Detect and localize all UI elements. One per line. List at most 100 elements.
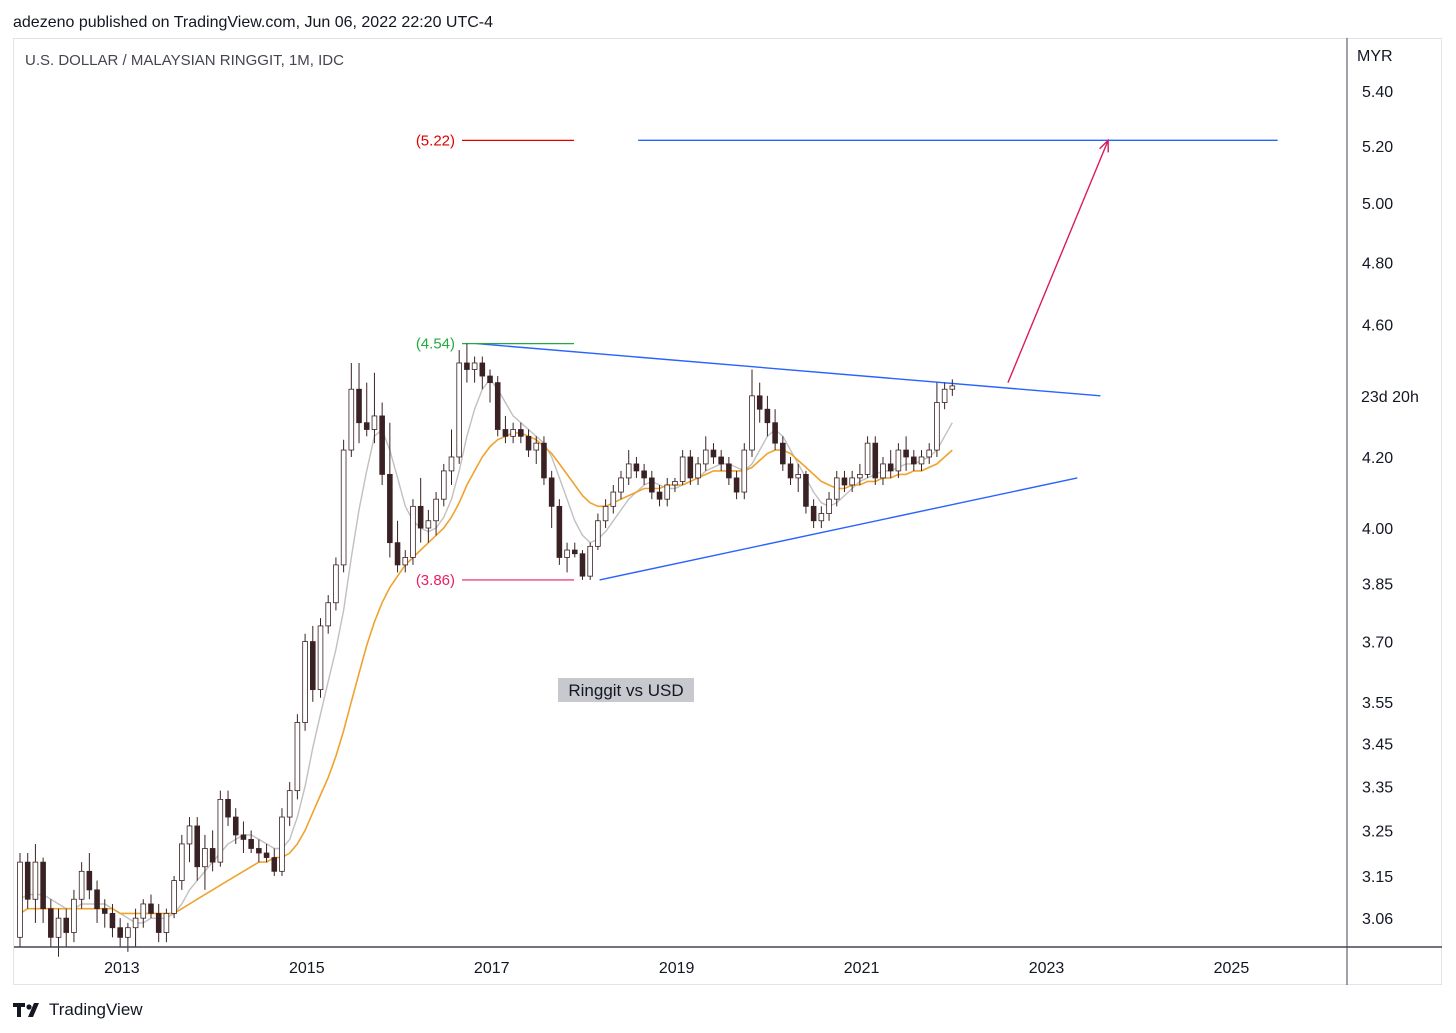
y-tick-label: 3.25: [1362, 823, 1393, 840]
candle-body: [556, 505, 563, 558]
candle-body: [733, 477, 740, 493]
candle-body: [502, 429, 509, 437]
candle-body: [625, 463, 632, 479]
candle-body: [410, 505, 416, 558]
candle-body: [448, 456, 455, 472]
candle: [171, 875, 177, 919]
moving-averages: [19, 378, 953, 924]
candle: [602, 499, 609, 529]
x-tick-label: 2021: [844, 960, 880, 977]
candle: [317, 618, 324, 698]
candle-body: [456, 362, 462, 458]
candle-body: [155, 913, 162, 933]
candle-body: [225, 798, 231, 818]
candle-body: [55, 917, 62, 938]
candle-body: [71, 898, 77, 933]
candle-body: [895, 449, 902, 472]
candle: [764, 395, 771, 437]
candle-body: [440, 470, 447, 500]
candle-body: [833, 477, 840, 500]
candle: [841, 470, 848, 493]
candle: [849, 470, 855, 493]
candle: [918, 450, 925, 471]
candle: [17, 853, 23, 947]
candle: [333, 557, 339, 611]
candle: [78, 862, 85, 909]
candle-body: [864, 442, 871, 475]
candle: [772, 409, 778, 451]
candle: [140, 899, 147, 928]
candle: [479, 356, 486, 390]
candle: [256, 839, 262, 863]
candle-body: [949, 385, 956, 390]
candle-body: [780, 442, 786, 465]
currency-label: MYR: [1357, 48, 1393, 65]
candle: [471, 356, 478, 383]
level-high-label: (4.54): [416, 336, 455, 353]
candle-body: [664, 484, 671, 500]
candle-body: [179, 843, 185, 881]
ma-fast-line: [19, 378, 953, 924]
candle: [618, 470, 624, 500]
candle: [117, 918, 123, 947]
candle-body: [941, 388, 948, 403]
candle-body: [810, 505, 817, 522]
candle-body: [356, 388, 362, 424]
candle: [348, 362, 355, 457]
candle: [803, 470, 809, 514]
candle: [94, 880, 100, 923]
candle-body: [764, 408, 771, 424]
candle: [934, 382, 940, 457]
candle: [202, 834, 208, 890]
candle-body: [363, 422, 370, 430]
candle-body: [78, 870, 85, 900]
candle-body: [371, 415, 378, 430]
y-tick-label: 3.45: [1362, 736, 1393, 753]
candle-body: [487, 375, 493, 384]
candle: [286, 781, 293, 826]
candle-body: [679, 456, 686, 482]
drawing-tools: [462, 138, 1278, 581]
candle: [780, 436, 786, 471]
candle-body: [48, 908, 54, 938]
candle: [510, 422, 516, 444]
candle-body: [402, 557, 409, 566]
candle-body: [317, 625, 324, 690]
countdown-badge: [1349, 381, 1439, 410]
candle-body: [579, 553, 586, 577]
candle-body: [849, 477, 855, 486]
candle: [310, 625, 316, 702]
candle-body: [163, 913, 170, 933]
footer: TradingView: [13, 998, 143, 1022]
candle: [440, 463, 447, 507]
candle: [726, 456, 732, 485]
y-tick-label: 3.70: [1362, 635, 1393, 652]
y-tick-label: 4.20: [1362, 450, 1393, 467]
candle-body: [117, 927, 123, 938]
candle-body: [741, 449, 748, 493]
candle-body: [186, 825, 193, 845]
level-low-label: (3.86): [416, 572, 455, 589]
candle: [887, 450, 894, 478]
candle: [656, 484, 663, 507]
candle-body: [433, 498, 439, 522]
y-tick-label: 3.15: [1362, 869, 1393, 886]
candle: [302, 633, 308, 731]
candle: [787, 456, 794, 485]
candle-body: [302, 641, 308, 723]
candle-body: [125, 927, 131, 938]
y-tick-label: 4.60: [1362, 317, 1393, 334]
candle-body: [687, 456, 694, 479]
candle: [872, 436, 879, 485]
candle-body: [841, 477, 848, 486]
candle-body: [610, 491, 617, 507]
candle: [595, 513, 601, 551]
candle-body: [348, 388, 355, 451]
candle-body: [718, 456, 724, 465]
candle: [756, 382, 763, 423]
candle-body: [140, 903, 147, 919]
candle: [695, 456, 701, 485]
candle-body: [494, 382, 501, 430]
candle: [880, 456, 886, 485]
